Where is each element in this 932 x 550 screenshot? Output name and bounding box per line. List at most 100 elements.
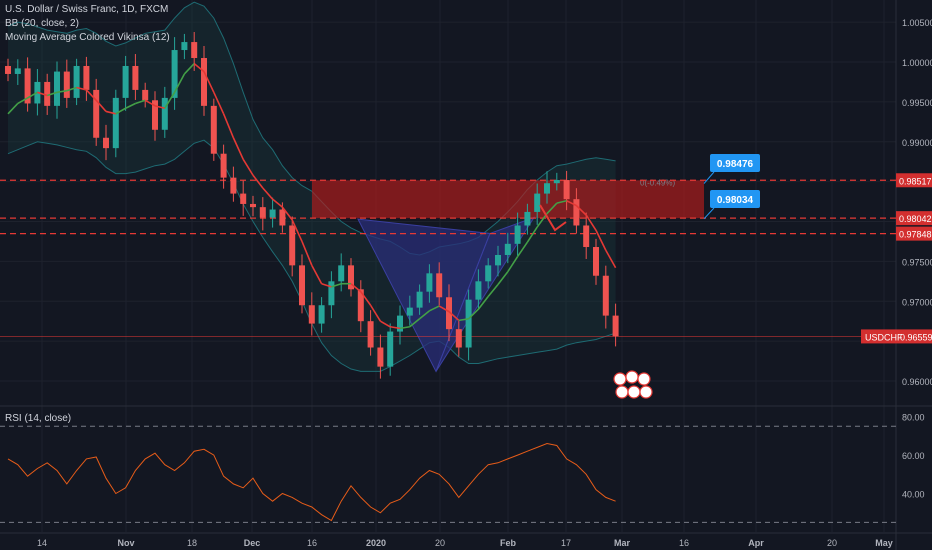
candle-body xyxy=(553,180,560,184)
ma-segment xyxy=(360,291,372,306)
ma-segment xyxy=(173,73,186,93)
candle-body xyxy=(93,89,100,138)
candle-body xyxy=(171,50,178,98)
ma-segment xyxy=(125,102,136,109)
price-callout-label: 0.98034 xyxy=(717,195,754,206)
candle-body xyxy=(593,247,599,276)
ma-indicator-legend[interactable]: Moving Average Colored Vikinsa (12) xyxy=(5,32,170,43)
time-tick-label: 2020 xyxy=(366,538,386,548)
level-label-bg xyxy=(896,173,932,188)
candle-body xyxy=(602,275,609,316)
candle-body xyxy=(397,315,403,332)
ma-segment xyxy=(605,249,617,269)
ma-segment xyxy=(448,311,460,321)
ma-segment xyxy=(585,214,597,231)
zone-label: 0(-0.49%) xyxy=(640,178,675,187)
ma-segment xyxy=(311,264,323,285)
price-tick-label: 1.00500 xyxy=(902,18,932,28)
resistance-zone xyxy=(312,180,704,219)
ma-segment xyxy=(566,200,577,207)
candle-body xyxy=(210,105,217,154)
candle-body xyxy=(181,42,188,51)
candle-body xyxy=(318,305,325,324)
candle-body xyxy=(73,65,80,98)
candle-body xyxy=(583,225,590,248)
candle-body xyxy=(534,193,541,212)
time-tick-label: Nov xyxy=(117,538,134,548)
candle-body xyxy=(465,299,472,348)
candles xyxy=(5,32,619,379)
event-marker xyxy=(639,385,653,399)
last-price-label-bg xyxy=(861,329,932,344)
ma-segment xyxy=(497,271,509,285)
ma-segment xyxy=(37,91,48,97)
candle-body xyxy=(240,193,247,204)
level-label: 0.97848 xyxy=(899,230,932,240)
candle-body xyxy=(122,65,129,98)
bb-indicator-legend[interactable]: BB (20, close, 2) xyxy=(5,18,79,29)
candle-body xyxy=(132,65,139,90)
ma-segment xyxy=(331,282,342,288)
ma-segment xyxy=(154,105,165,110)
ma-segment xyxy=(183,63,195,75)
ma-segment xyxy=(419,310,430,320)
ma-segment xyxy=(262,187,274,200)
candle-body xyxy=(220,153,227,178)
time-tick-label: 14 xyxy=(37,538,47,548)
ma-segment xyxy=(369,304,382,322)
candle-body xyxy=(612,315,619,337)
event-marker xyxy=(625,370,639,384)
time-tick-label: 16 xyxy=(307,538,317,548)
ma-segment xyxy=(203,71,215,93)
time-tick-label: Feb xyxy=(500,538,517,548)
time-tick-label: May xyxy=(875,538,893,548)
price-tick-label: 0.96000 xyxy=(902,377,932,387)
candle-body xyxy=(436,273,443,298)
rsi-line xyxy=(7,442,616,522)
candle-body xyxy=(279,209,286,226)
level-label-bg xyxy=(896,226,932,241)
event-marker xyxy=(615,385,629,399)
rsi-tick-label: 40.00 xyxy=(902,490,925,500)
ma-segment xyxy=(380,320,391,328)
candle-body xyxy=(446,297,452,330)
candle-body xyxy=(24,68,31,104)
harmonic-pattern-right xyxy=(435,216,536,372)
candle-body xyxy=(426,273,433,292)
candle-body xyxy=(152,100,158,130)
candle-body xyxy=(250,203,256,208)
candle-body xyxy=(367,321,374,348)
ma-segment xyxy=(85,89,97,101)
candle-body xyxy=(201,58,207,106)
chart-title: U.S. Dollar / Swiss Franc, 1D, FXCM xyxy=(5,4,169,15)
rsi-tick-label: 60.00 xyxy=(902,451,925,461)
candle-body xyxy=(524,211,531,226)
ma-segment xyxy=(468,308,479,320)
ma-segment xyxy=(252,174,264,189)
candle-body xyxy=(455,329,462,348)
candle-body xyxy=(5,65,11,74)
last-price-symbol: USDCHF xyxy=(865,332,903,342)
ma-segment xyxy=(409,318,421,328)
time-tick-label: 20 xyxy=(827,538,837,548)
ma-segment xyxy=(46,91,58,97)
time-tick-label: 17 xyxy=(561,538,571,548)
ma-segment xyxy=(56,89,67,94)
candle-body xyxy=(544,183,550,194)
ma-segment xyxy=(242,158,254,176)
rsi-indicator-legend[interactable]: RSI (14, close) xyxy=(5,413,72,424)
price-tick-label: 0.97500 xyxy=(902,257,932,267)
candle-body xyxy=(514,225,521,244)
candle-body xyxy=(573,199,580,226)
ma-segment xyxy=(477,295,489,310)
event-markers xyxy=(613,370,653,399)
ma-segment xyxy=(526,226,538,243)
ma-segment xyxy=(516,241,529,258)
candle-body xyxy=(54,71,60,106)
candle-body xyxy=(191,42,198,59)
ma-segment xyxy=(301,241,313,266)
time-tick-label: Dec xyxy=(244,538,261,548)
ma-segment xyxy=(27,91,38,99)
candle-body xyxy=(14,68,21,74)
price-callout xyxy=(710,190,760,208)
